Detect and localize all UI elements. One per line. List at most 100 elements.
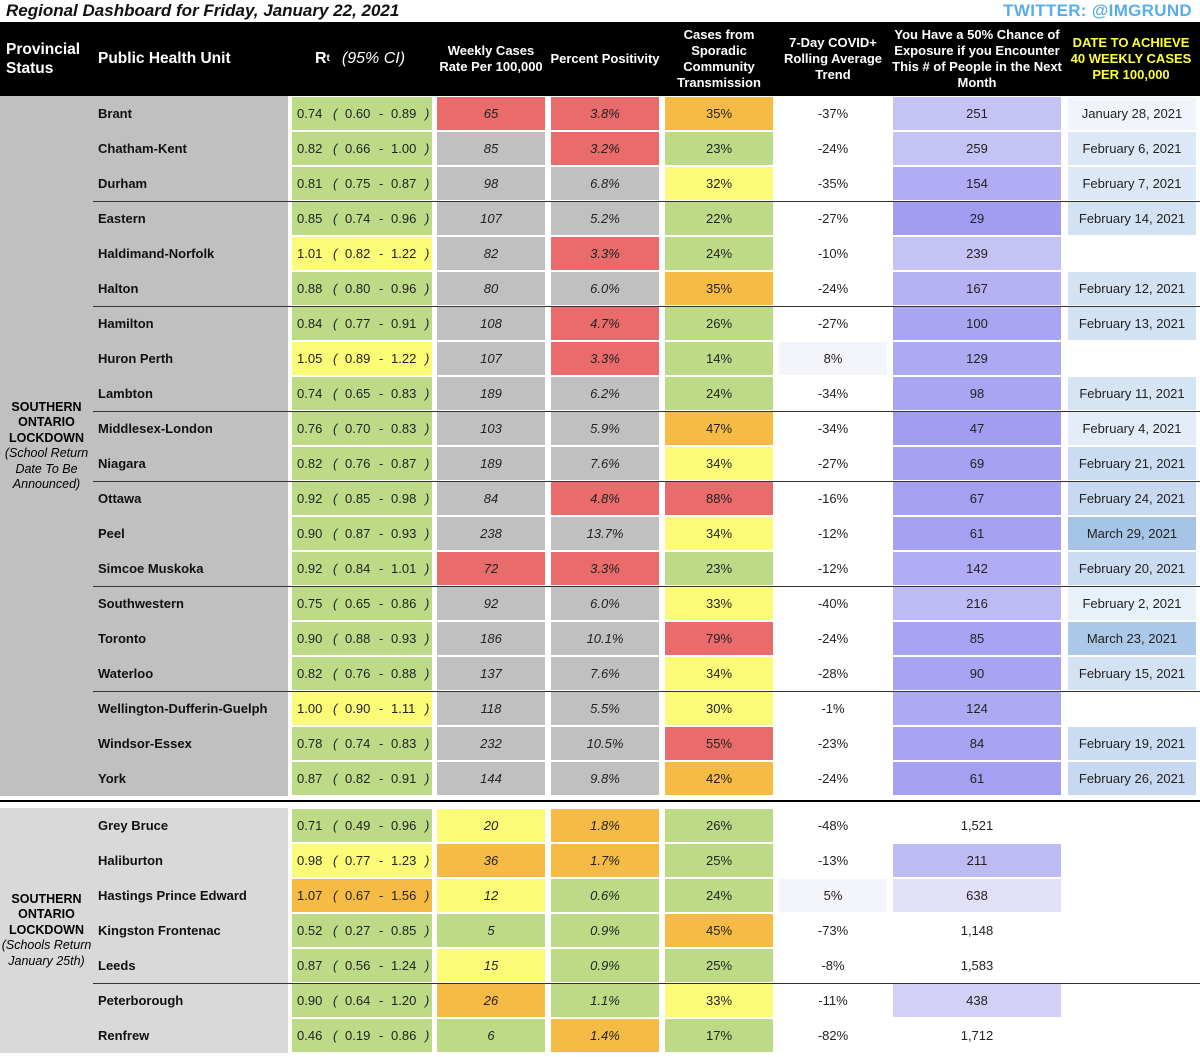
- rt-cell: 0.82 (0.66-1.00): [292, 132, 432, 165]
- rt-value: 0.98: [297, 853, 323, 868]
- ci-dash: -: [379, 596, 384, 611]
- trend-cell: -24%: [779, 272, 887, 305]
- target-date-cell: [1068, 949, 1196, 982]
- rt-value: 0.90: [297, 631, 323, 646]
- exposure-cell: 90: [893, 657, 1061, 690]
- ci-close: ): [425, 106, 430, 121]
- exposure-cell: 1,521: [893, 809, 1061, 842]
- group-separator: [93, 586, 1200, 587]
- trend-cell: -13%: [779, 844, 887, 877]
- table-row: Simcoe Muskoka 0.92 (0.84-1.01) 72 3.3% 23% -1…: [0, 551, 1200, 586]
- ci-open: (: [333, 246, 338, 261]
- table-row: Peel 0.90 (0.87-0.93) 238 13.7% 34% -12% 61 Marc…: [0, 516, 1200, 551]
- exposure-cell: 84: [893, 727, 1061, 760]
- rt-cell: 0.78 (0.74-0.83): [292, 727, 432, 760]
- sporadic-cell: 17%: [665, 1019, 773, 1052]
- weekly-rate-cell: 238: [437, 517, 545, 550]
- table-row: Niagara 0.82 (0.76-0.87) 189 7.6% 34% -27% 69 Fe…: [0, 446, 1200, 481]
- group-separator: [93, 306, 1200, 307]
- target-date-cell: [1068, 809, 1196, 842]
- trend-cell: -16%: [779, 482, 887, 515]
- section-southern-lockdown-tba: SOUTHERN ONTARIO LOCKDOWN (School Return …: [0, 96, 1200, 798]
- rt-value: 0.52: [297, 923, 323, 938]
- ci-low: 0.66: [345, 141, 371, 156]
- exposure-cell: 85: [893, 622, 1061, 655]
- ci-close: ): [425, 993, 430, 1008]
- ci-low: 0.82: [345, 246, 371, 261]
- rt-value: 0.87: [297, 771, 323, 786]
- exposure-cell: 154: [893, 167, 1061, 200]
- section-southern-lockdown-jan25: SOUTHERN ONTARIO LOCKDOWN (Schools Return…: [0, 808, 1200, 1053]
- header-rt-symbol: R: [314, 50, 327, 67]
- weekly-rate-cell: 92: [437, 587, 545, 620]
- exposure-cell: 211: [893, 844, 1061, 877]
- phu-name: Durham: [93, 166, 288, 201]
- target-date-cell: [1068, 237, 1196, 270]
- weekly-rate-cell: 189: [437, 377, 545, 410]
- rt-value: 0.92: [297, 561, 323, 576]
- ci-low: 0.27: [345, 923, 371, 938]
- status-note: (Schools Return January 25th): [1, 938, 92, 968]
- sporadic-cell: 33%: [665, 984, 773, 1017]
- table-row: Southwestern 0.75 (0.65-0.86) 92 6.0% 33% -40%…: [0, 586, 1200, 621]
- phu-name: Brant: [93, 96, 288, 131]
- rt-cell: 0.74 (0.65-0.83): [292, 377, 432, 410]
- ci-open: (: [333, 526, 338, 541]
- ci-close: ): [425, 771, 430, 786]
- ci-high: 1.56: [391, 888, 417, 903]
- ci-low: 0.76: [345, 456, 371, 471]
- sporadic-cell: 35%: [665, 97, 773, 130]
- exposure-cell: 67: [893, 482, 1061, 515]
- trend-cell: -23%: [779, 727, 887, 760]
- rt-value: 0.82: [297, 456, 323, 471]
- ci-high: 0.88: [391, 666, 417, 681]
- sporadic-cell: 88%: [665, 482, 773, 515]
- positivity-cell: 6.0%: [551, 587, 659, 620]
- rt-cell: 0.92 (0.85-0.98): [292, 482, 432, 515]
- ci-dash: -: [379, 958, 384, 973]
- weekly-rate-cell: 26: [437, 984, 545, 1017]
- ci-open: (: [333, 888, 338, 903]
- exposure-cell: 1,712: [893, 1019, 1061, 1052]
- exposure-cell: 239: [893, 237, 1061, 270]
- exposure-cell: 124: [893, 692, 1061, 725]
- rt-value: 0.84: [297, 316, 323, 331]
- phu-name: Wellington-Dufferin-Guelph: [93, 691, 288, 726]
- exposure-cell: 69: [893, 447, 1061, 480]
- ci-high: 0.96: [391, 818, 417, 833]
- positivity-cell: 1.1%: [551, 984, 659, 1017]
- header-rt-sub: t: [326, 53, 330, 64]
- rt-value: 0.85: [297, 211, 323, 226]
- target-date-cell: February 2, 2021: [1068, 587, 1196, 620]
- sporadic-cell: 22%: [665, 202, 773, 235]
- twitter-handle[interactable]: TWITTER: @IMGRUND: [1003, 1, 1192, 20]
- rt-value: 0.82: [297, 666, 323, 681]
- sporadic-cell: 79%: [665, 622, 773, 655]
- ci-high: 0.96: [391, 281, 417, 296]
- header-target-date: DATE TO ACHIEVE 40 WEEKLY CASES PER 100,…: [1070, 35, 1192, 82]
- table-row: Lambton 0.74 (0.65-0.83) 189 6.2% 24% -34% 98 Fe…: [0, 376, 1200, 411]
- positivity-cell: 5.5%: [551, 692, 659, 725]
- positivity-cell: 6.8%: [551, 167, 659, 200]
- rt-cell: 0.82 (0.76-0.87): [292, 447, 432, 480]
- group-separator: [93, 983, 1200, 984]
- ci-high: 0.86: [391, 596, 417, 611]
- section-divider: [0, 800, 1200, 802]
- exposure-cell: 142: [893, 552, 1061, 585]
- table-row: Haldimand-Norfolk 1.01 (0.82-1.22) 82 3.3% 24…: [0, 236, 1200, 271]
- ci-open: (: [333, 853, 338, 868]
- phu-name: Peel: [93, 516, 288, 551]
- ci-low: 0.87: [345, 526, 371, 541]
- table-row: Renfrew 0.46 (0.19-0.86) 6 1.4% 17% -82% 1,712: [0, 1018, 1200, 1053]
- exposure-cell: 167: [893, 272, 1061, 305]
- rt-cell: 0.84 (0.77-0.91): [292, 307, 432, 340]
- table-row: Middlesex-London 0.76(0.70-0.83) 103 5.9% 47…: [0, 411, 1200, 446]
- target-date-cell: February 26, 2021: [1068, 762, 1196, 795]
- phu-name: Grey Bruce: [93, 808, 288, 843]
- ci-high: 1.00: [391, 141, 417, 156]
- ci-open: (: [333, 281, 338, 296]
- ci-close: ): [425, 281, 430, 296]
- header-weekly: Weekly Cases Rate Per 100,000: [439, 43, 543, 74]
- phu-name: Niagara: [93, 446, 288, 481]
- weekly-rate-cell: 15: [437, 949, 545, 982]
